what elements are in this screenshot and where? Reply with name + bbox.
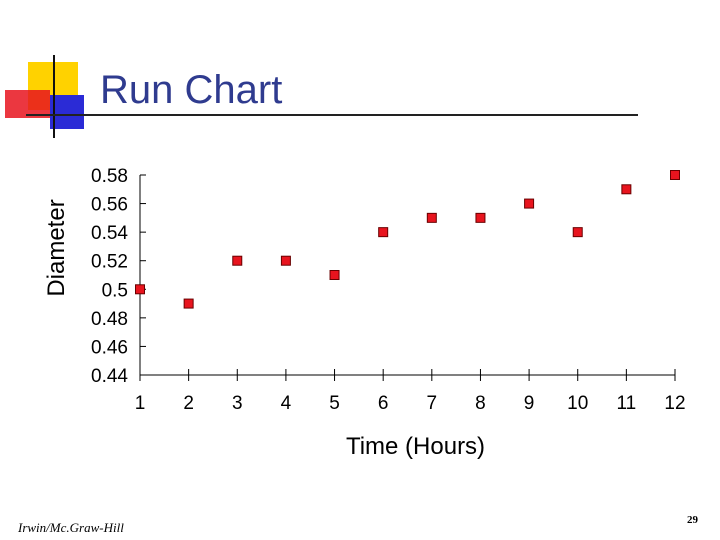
data-point-marker (572, 227, 583, 238)
logo-red-square (5, 90, 50, 118)
y-axis-title: Diameter (43, 199, 70, 296)
x-tick-label: 8 (475, 393, 486, 414)
data-point-marker (475, 212, 486, 223)
slide-logo-graphic (5, 55, 84, 138)
data-point-marker (524, 198, 535, 209)
y-tick-label: 0.48 (91, 309, 128, 330)
data-point-marker (378, 227, 389, 238)
x-tick-label: 10 (567, 393, 588, 414)
data-point-marker (135, 284, 145, 295)
data-point-marker (621, 184, 632, 195)
title-underline (26, 114, 638, 116)
y-tick-labels: 0.44 0.46 0.48 0.5 0.52 0.54 0.56 0.58 (91, 166, 128, 387)
slide-title: Run Chart (100, 68, 283, 112)
y-tick-label: 0.5 (102, 280, 128, 301)
footer-publisher: Irwin/Mc.Graw-Hill (18, 520, 124, 535)
logo-blue-square (50, 95, 84, 129)
y-tick-label: 0.52 (91, 252, 128, 273)
data-point-marker (426, 212, 437, 223)
data-point-marker (232, 255, 243, 266)
data-point-marker (183, 298, 194, 309)
x-tick-label: 6 (378, 393, 389, 414)
x-tick-label: 1 (135, 393, 146, 414)
data-point-marker (280, 255, 291, 266)
y-tick-label: 0.44 (91, 366, 128, 387)
x-tick-label: 4 (281, 393, 292, 414)
y-tick-label: 0.56 (91, 195, 128, 216)
data-points (135, 170, 680, 309)
data-point-marker (670, 170, 680, 180)
x-tick-label: 11 (616, 393, 636, 414)
x-axis-title: Time (Hours) (346, 433, 485, 460)
y-tick-label: 0.58 (91, 166, 128, 187)
x-tick-label: 9 (524, 393, 535, 414)
x-tick-label: 3 (232, 393, 243, 414)
x-tick-label: 7 (427, 393, 438, 414)
x-tick-labels: 1 2 3 4 5 6 7 8 9 10 11 12 (135, 393, 686, 414)
x-tick-label: 2 (183, 393, 194, 414)
y-tick-label: 0.46 (91, 337, 128, 358)
x-tick-label: 12 (664, 393, 685, 414)
page-number: 29 (687, 514, 698, 526)
data-point-marker (329, 270, 340, 280)
chart-axes (139, 174, 676, 381)
x-tick-label: 5 (329, 393, 340, 414)
y-tick-label: 0.54 (91, 223, 128, 244)
